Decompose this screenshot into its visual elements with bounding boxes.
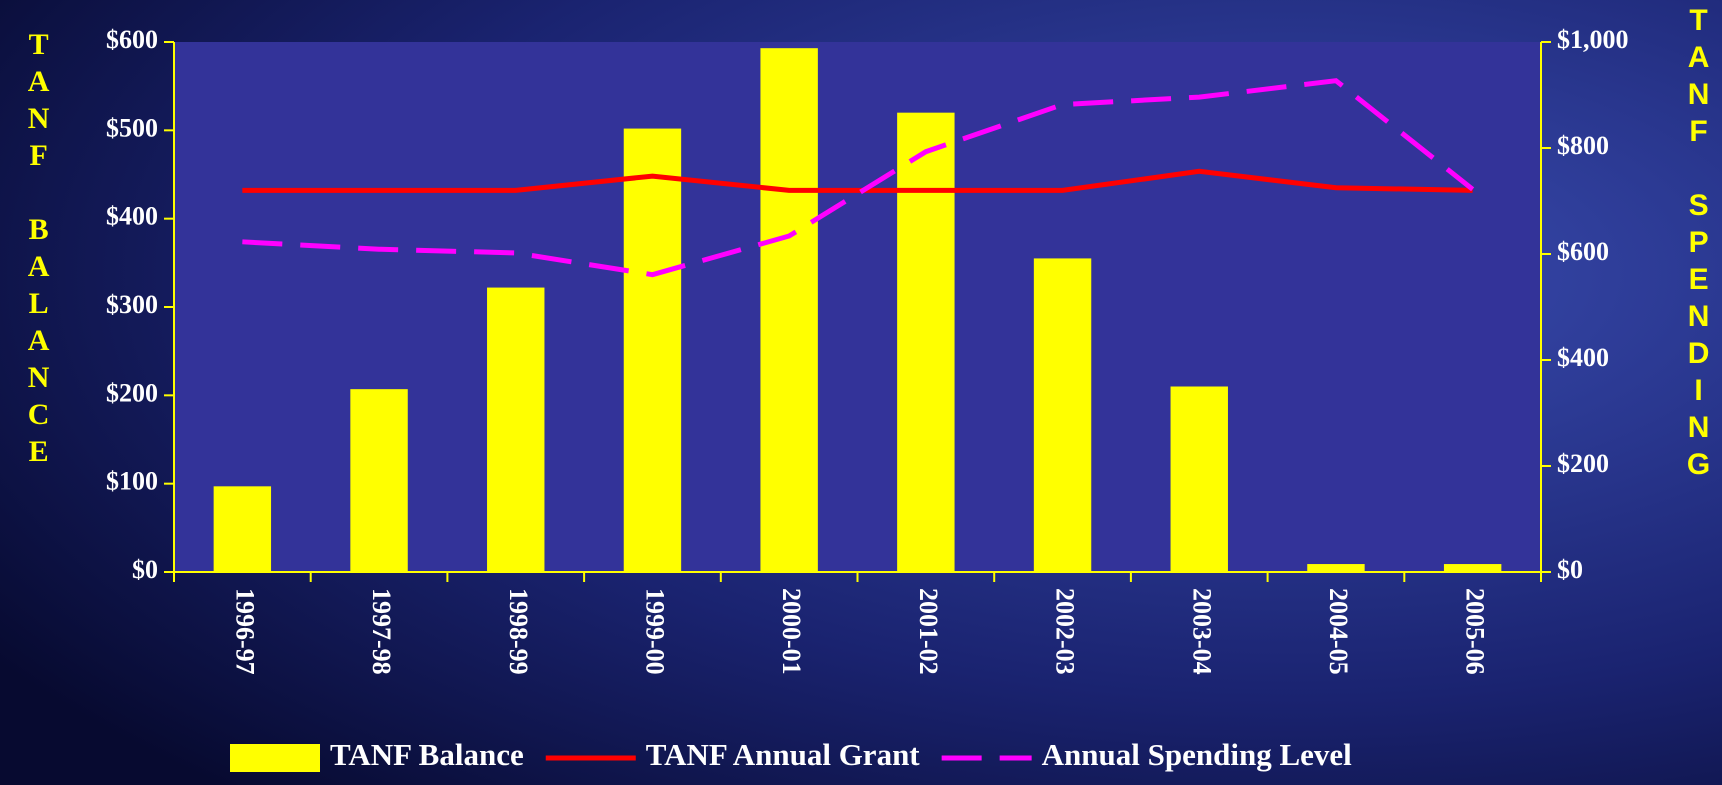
bar <box>1307 564 1365 572</box>
y2-tick-label: $0 <box>1557 555 1583 584</box>
y-tick-label: $500 <box>106 113 158 142</box>
x-tick-label: 1999-00 <box>640 588 669 675</box>
y-tick-label: $100 <box>106 467 158 496</box>
bar <box>1170 386 1228 572</box>
bar <box>897 112 955 573</box>
y-tick-label: $200 <box>106 378 158 407</box>
x-tick-label: 2004-05 <box>1324 588 1353 675</box>
y-tick-label: $300 <box>106 290 158 319</box>
y2-tick-label: $1,000 <box>1557 25 1629 54</box>
x-tick-label: 2002-03 <box>1051 588 1080 675</box>
x-tick-label: 1998-99 <box>504 588 533 675</box>
y2-tick-label: $200 <box>1557 449 1609 478</box>
line <box>242 78 1475 278</box>
legend-label: TANF Balance <box>330 737 524 772</box>
bar <box>487 287 545 572</box>
bar <box>213 486 272 572</box>
x-tick-label: 1996-97 <box>230 588 259 675</box>
y2-tick-label: $400 <box>1557 343 1609 372</box>
legend-label: TANF Annual Grant <box>646 737 921 772</box>
x-tick-label: 2003-04 <box>1187 588 1216 675</box>
x-tick-label: 1997-98 <box>367 588 396 675</box>
y-tick-label: $0 <box>132 555 158 584</box>
x-tick-label: 2001-02 <box>914 588 943 675</box>
bar <box>760 48 818 572</box>
y-tick-label: $400 <box>106 202 158 231</box>
legend-swatch <box>230 744 320 772</box>
x-tick-label: 2005-06 <box>1461 588 1490 675</box>
y-axis-title: TANF BALANCE <box>22 28 55 472</box>
bar <box>350 389 408 572</box>
y2-tick-label: $600 <box>1557 237 1609 266</box>
y2-axis-title: TANF SPENDING <box>1682 4 1715 485</box>
x-tick-label: 2000-01 <box>777 588 806 675</box>
line <box>242 168 1473 193</box>
bar <box>1033 258 1092 572</box>
legend-label: Annual Spending Level <box>1042 737 1352 772</box>
bar <box>623 128 682 573</box>
bar <box>1443 564 1502 572</box>
y2-tick-label: $800 <box>1557 131 1609 160</box>
y-tick-label: $600 <box>106 25 158 54</box>
